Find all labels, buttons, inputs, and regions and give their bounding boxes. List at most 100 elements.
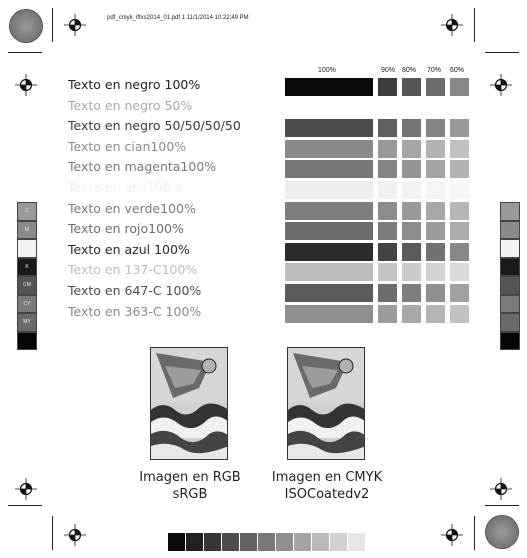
left-control-strip: C M Y K CM CY MY (17, 202, 37, 350)
tint-swatch (450, 263, 469, 281)
percent-label-70: 70% (427, 67, 442, 74)
tint-swatch (378, 181, 397, 199)
row-label: Texto en negro 100% (68, 77, 201, 92)
strip-patch (500, 239, 520, 258)
gray-step-patch (330, 533, 347, 551)
tint-swatch (402, 140, 421, 158)
crop-mark (485, 52, 519, 53)
strip-patch: CM (17, 276, 37, 295)
tint-swatch (402, 243, 421, 261)
tint-swatch (378, 160, 397, 178)
percent-label-60: 60% (450, 67, 465, 74)
solid-color-bar (285, 160, 373, 178)
solid-color-bar (285, 181, 373, 199)
right-control-strip (500, 202, 520, 350)
crop-mark (52, 8, 53, 42)
tint-swatch (402, 181, 421, 199)
strip-patch (500, 313, 520, 332)
tint-swatch (402, 263, 421, 281)
tint-swatch (450, 243, 469, 261)
strip-patch: M (17, 220, 37, 239)
tint-swatch (426, 222, 445, 240)
rgb-image-caption: Imagen en RGB sRGB (125, 469, 255, 503)
tint-swatch (450, 222, 469, 240)
strip-patch (500, 202, 520, 221)
percent-label-80: 80% (402, 67, 417, 74)
solid-color-bar (285, 78, 373, 96)
strip-patch (17, 331, 37, 350)
tint-swatch (378, 284, 397, 302)
tint-swatch (450, 202, 469, 220)
cmyk-image-thumbnail (287, 347, 365, 460)
tint-swatch (378, 305, 397, 323)
row-label: Texto en negro 50% (68, 98, 193, 113)
row-label: Texto en azul 100% (68, 242, 190, 257)
tint-swatch (426, 202, 445, 220)
tint-swatch (402, 160, 421, 178)
solid-color-bar (285, 263, 373, 281)
tint-swatch (450, 119, 469, 137)
crop-mark (52, 516, 53, 550)
tint-swatch (378, 119, 397, 137)
gray-step-patch (312, 533, 329, 551)
row-label: Texto en magenta100% (68, 159, 217, 174)
crop-mark (8, 52, 42, 53)
color-target-icon (486, 516, 518, 548)
tint-swatch (426, 181, 445, 199)
tint-swatch (402, 119, 421, 137)
file-info-slug: pdf_cmyk_iftxs2014_01.pdf 1 11/1/2014 10… (107, 15, 249, 21)
solid-color-bar (285, 284, 373, 302)
registration-mark-icon (441, 524, 463, 546)
gray-step-patch (222, 533, 239, 551)
crop-mark (474, 8, 475, 42)
tint-swatch (450, 78, 469, 96)
tint-swatch (450, 160, 469, 178)
tint-swatch (378, 243, 397, 261)
tint-swatch (426, 78, 445, 96)
strip-patch: CY (17, 294, 37, 313)
tint-swatch (402, 305, 421, 323)
tint-swatch (378, 202, 397, 220)
percent-label-100: 100% (318, 67, 336, 74)
strip-patch: MY (17, 313, 37, 332)
solid-color-bar (285, 222, 373, 240)
tint-swatch (426, 140, 445, 158)
tint-swatch (426, 284, 445, 302)
row-label: Texto en 647-C 100% (68, 283, 202, 298)
gray-step-patch (294, 533, 311, 551)
solid-color-bar (285, 305, 373, 323)
tint-swatch (450, 99, 469, 117)
percent-label-90: 90% (381, 67, 396, 74)
registration-mark-icon (15, 74, 37, 96)
gray-step-patch (204, 533, 221, 551)
row-label: Texto en rojo100% (68, 221, 184, 236)
registration-mark-icon (490, 478, 512, 500)
tint-swatch (402, 78, 421, 96)
rgb-caption-line2: sRGB (172, 487, 208, 502)
strip-patch: Y (17, 239, 37, 258)
strip-patch: C (17, 202, 37, 221)
row-label: Texto en 137-C100% (68, 262, 198, 277)
tint-swatch (378, 140, 397, 158)
tint-swatch (402, 202, 421, 220)
gray-step-patch (258, 533, 275, 551)
registration-mark-icon (64, 14, 86, 36)
gray-step-patch (240, 533, 257, 551)
crop-mark (474, 516, 475, 550)
row-label: Texto en allo100% (68, 180, 183, 195)
crop-mark (485, 505, 519, 506)
color-target-icon (10, 10, 42, 42)
tint-swatch (426, 305, 445, 323)
registration-mark-icon (15, 478, 37, 500)
tint-swatch (378, 99, 397, 117)
tint-swatch (450, 181, 469, 199)
registration-mark-icon (441, 14, 463, 36)
strip-patch (500, 257, 520, 276)
cmyk-caption-line2: ISOCoatedv2 (284, 487, 370, 502)
registration-mark-icon (490, 74, 512, 96)
strip-patch (500, 220, 520, 239)
tint-swatch (426, 263, 445, 281)
tint-swatch (402, 284, 421, 302)
solid-color-bar (285, 202, 373, 220)
solid-color-bar (285, 99, 373, 117)
